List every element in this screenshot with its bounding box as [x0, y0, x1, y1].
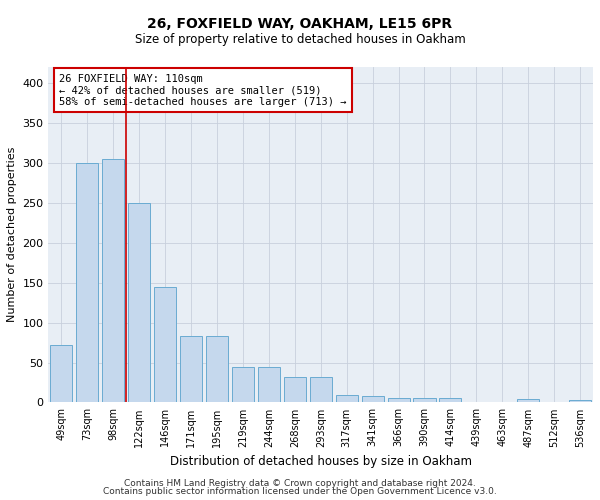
Bar: [439, 398, 461, 402]
Bar: [102, 159, 124, 402]
Bar: [258, 368, 280, 402]
Text: Size of property relative to detached houses in Oakham: Size of property relative to detached ho…: [134, 32, 466, 46]
Text: 26, FOXFIELD WAY, OAKHAM, LE15 6PR: 26, FOXFIELD WAY, OAKHAM, LE15 6PR: [148, 18, 452, 32]
Bar: [206, 336, 228, 402]
Text: Contains public sector information licensed under the Open Government Licence v3: Contains public sector information licen…: [103, 488, 497, 496]
Bar: [76, 163, 98, 402]
Bar: [154, 286, 176, 403]
Text: 26 FOXFIELD WAY: 110sqm
← 42% of detached houses are smaller (519)
58% of semi-d: 26 FOXFIELD WAY: 110sqm ← 42% of detache…: [59, 74, 347, 107]
Text: Contains HM Land Registry data © Crown copyright and database right 2024.: Contains HM Land Registry data © Crown c…: [124, 478, 476, 488]
Bar: [362, 396, 383, 402]
Bar: [388, 398, 410, 402]
Y-axis label: Number of detached properties: Number of detached properties: [7, 147, 17, 322]
Bar: [517, 400, 539, 402]
Bar: [335, 396, 358, 402]
Bar: [50, 345, 73, 403]
Bar: [310, 377, 332, 402]
Bar: [180, 336, 202, 402]
Bar: [128, 203, 150, 402]
X-axis label: Distribution of detached houses by size in Oakham: Distribution of detached houses by size …: [170, 455, 472, 468]
Bar: [232, 366, 254, 402]
Bar: [284, 377, 306, 402]
Bar: [569, 400, 591, 402]
Bar: [413, 398, 436, 402]
